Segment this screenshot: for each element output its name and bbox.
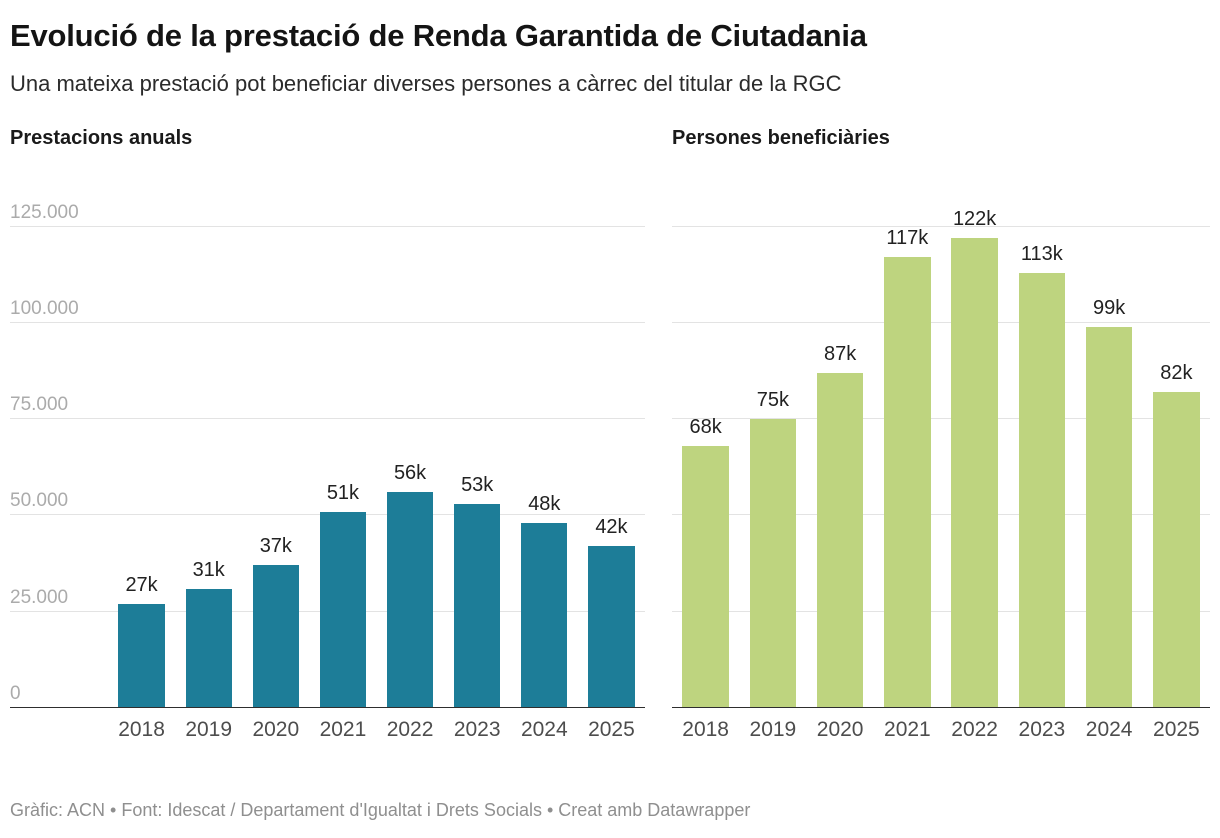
x-axis-tick-label: 2023 — [453, 718, 501, 741]
y-axis-tick-label: 125.000 — [10, 201, 79, 223]
bar-2025[interactable] — [1153, 392, 1200, 708]
bar-column-2022: 122k — [941, 188, 1008, 708]
x-axis-tick-label: 2025 — [588, 718, 635, 741]
bar-value-label: 82k — [1160, 362, 1193, 385]
gridlines — [672, 188, 1210, 708]
bar-column-2023: 53k — [444, 188, 511, 708]
bar-value-label: 42k — [595, 516, 628, 539]
bar-2019[interactable] — [185, 588, 232, 708]
panel-prestacions-anuals: Prestacions anuals 0 25.000 50.000 75.000 10… — [10, 126, 645, 743]
bar-2022[interactable] — [951, 238, 998, 708]
x-axis-tick-label: 2019 — [185, 718, 233, 741]
x-axis-tick-label: 2020 — [252, 718, 300, 741]
bar-column-2025: 82k — [1143, 188, 1210, 708]
bar-2018[interactable] — [118, 604, 165, 708]
bar-column-2018: 27k — [108, 188, 175, 708]
x-axis-line — [672, 707, 1210, 708]
chart-title: Evolució de la prestació de Renda Garant… — [10, 18, 867, 53]
bar-column-2021: 51k — [309, 188, 376, 708]
x-axis-tick-label: 2024 — [1085, 718, 1133, 741]
bar-value-label: 31k — [192, 558, 225, 581]
bar-value-label: 48k — [528, 493, 561, 516]
bar-column-2021: 117k — [874, 188, 941, 708]
x-axis-tick-label: 2025 — [1153, 718, 1200, 741]
gridline — [672, 514, 1210, 516]
bar-value-label: 37k — [259, 535, 292, 558]
gridline — [672, 610, 1210, 612]
bar-value-label: 99k — [1093, 296, 1126, 319]
bar-value-label: 117k — [886, 227, 929, 250]
x-axis-labels: 2018 2019 2020 2021 2022 2023 2024 2025 — [672, 717, 1210, 743]
bar-column-2018: 68k — [672, 188, 739, 708]
bar-2023[interactable] — [454, 503, 501, 708]
charts-row: Prestacions anuals 0 25.000 50.000 75.000 10… — [10, 126, 1210, 743]
y-axis-tick-label: 0 — [10, 683, 21, 704]
y-axis-tick-label: 50.000 — [10, 490, 69, 512]
bar-column-2020: 87k — [807, 188, 874, 708]
bar-2024[interactable] — [1085, 326, 1133, 708]
x-axis-tick-label: 2024 — [520, 718, 568, 741]
bars: 27k 31k 37k 51k 56k 53k 48k 42k — [108, 188, 645, 708]
bar-column-2025: 42k — [578, 188, 645, 708]
bar-column-2022: 56k — [377, 188, 444, 708]
bar-2019[interactable] — [749, 419, 797, 708]
x-axis-line — [10, 707, 645, 708]
bar-2022[interactable] — [386, 492, 434, 708]
bar-column-2019: 31k — [175, 188, 242, 708]
x-axis-tick-label: 2021 — [884, 718, 931, 741]
bar-value-label: 113k — [1020, 242, 1063, 265]
x-axis-tick-label: 2020 — [816, 718, 864, 741]
gridline — [672, 225, 1210, 227]
x-axis-tick-label: 2018 — [682, 718, 729, 741]
bar-2021[interactable] — [884, 257, 931, 708]
bar-value-label: 68k — [689, 416, 722, 439]
footer-credit: Gràfic: ACN • Font: Idescat / Departamen… — [10, 800, 751, 820]
bar-2020[interactable] — [252, 565, 299, 708]
panel-persones-beneficiaries: Persones beneficiàries 68k 75k 87k 117k 122k… — [672, 126, 1210, 743]
x-axis-tick-label: 2018 — [118, 718, 165, 741]
gridline — [10, 321, 645, 323]
bar-2021[interactable] — [319, 511, 367, 708]
gridline — [10, 418, 645, 420]
x-axis-tick-label: 2019 — [749, 718, 797, 741]
bar-value-label: 122k — [952, 208, 997, 231]
plot-area: 68k 75k 87k 117k 122k 113k 99k 82k — [672, 188, 1210, 708]
bars: 68k 75k 87k 117k 122k 113k 99k 82k — [672, 188, 1210, 708]
y-axis-tick-label: 100.000 — [10, 297, 79, 319]
panel-title: Prestacions anuals — [10, 127, 193, 149]
bar-value-label: 87k — [824, 342, 857, 365]
gridline — [672, 321, 1210, 323]
bar-2018[interactable] — [682, 446, 729, 708]
bar-column-2024: 99k — [1076, 188, 1143, 708]
gridline — [10, 225, 645, 227]
bar-column-2024: 48k — [511, 188, 578, 708]
bar-2023[interactable] — [1018, 272, 1066, 708]
bar-value-label: 51k — [326, 481, 360, 504]
bar-value-label: 56k — [393, 462, 427, 485]
plot-area: 0 25.000 50.000 75.000 100.000 125.000 27k 31k… — [10, 188, 645, 708]
x-axis-labels: 2018 2019 2020 2021 2022 2023 2024 2025 — [108, 717, 645, 743]
bar-2025[interactable] — [588, 546, 635, 708]
bar-2020[interactable] — [816, 372, 864, 708]
gridline — [672, 418, 1210, 420]
x-axis-tick-label: 2023 — [1018, 718, 1066, 741]
bar-value-label: 75k — [756, 389, 789, 412]
bar-2024[interactable] — [521, 523, 568, 708]
chart-subtitle: Una mateixa prestació pot beneficiar div… — [10, 71, 842, 96]
bar-value-label: 53k — [461, 473, 494, 496]
bar-value-label: 27k — [125, 574, 158, 596]
bar-column-2019: 75k — [739, 188, 806, 708]
x-axis-tick-label: 2022 — [386, 718, 434, 741]
y-axis-tick-label: 25.000 — [10, 586, 69, 608]
y-axis-tick-label: 75.000 — [10, 394, 69, 416]
bar-column-2023: 113k — [1008, 188, 1075, 708]
panel-title: Persones beneficiàries — [672, 127, 890, 149]
x-axis-tick-label: 2021 — [319, 718, 367, 741]
x-axis-tick-label: 2022 — [951, 718, 998, 741]
bar-column-2020: 37k — [242, 188, 309, 708]
